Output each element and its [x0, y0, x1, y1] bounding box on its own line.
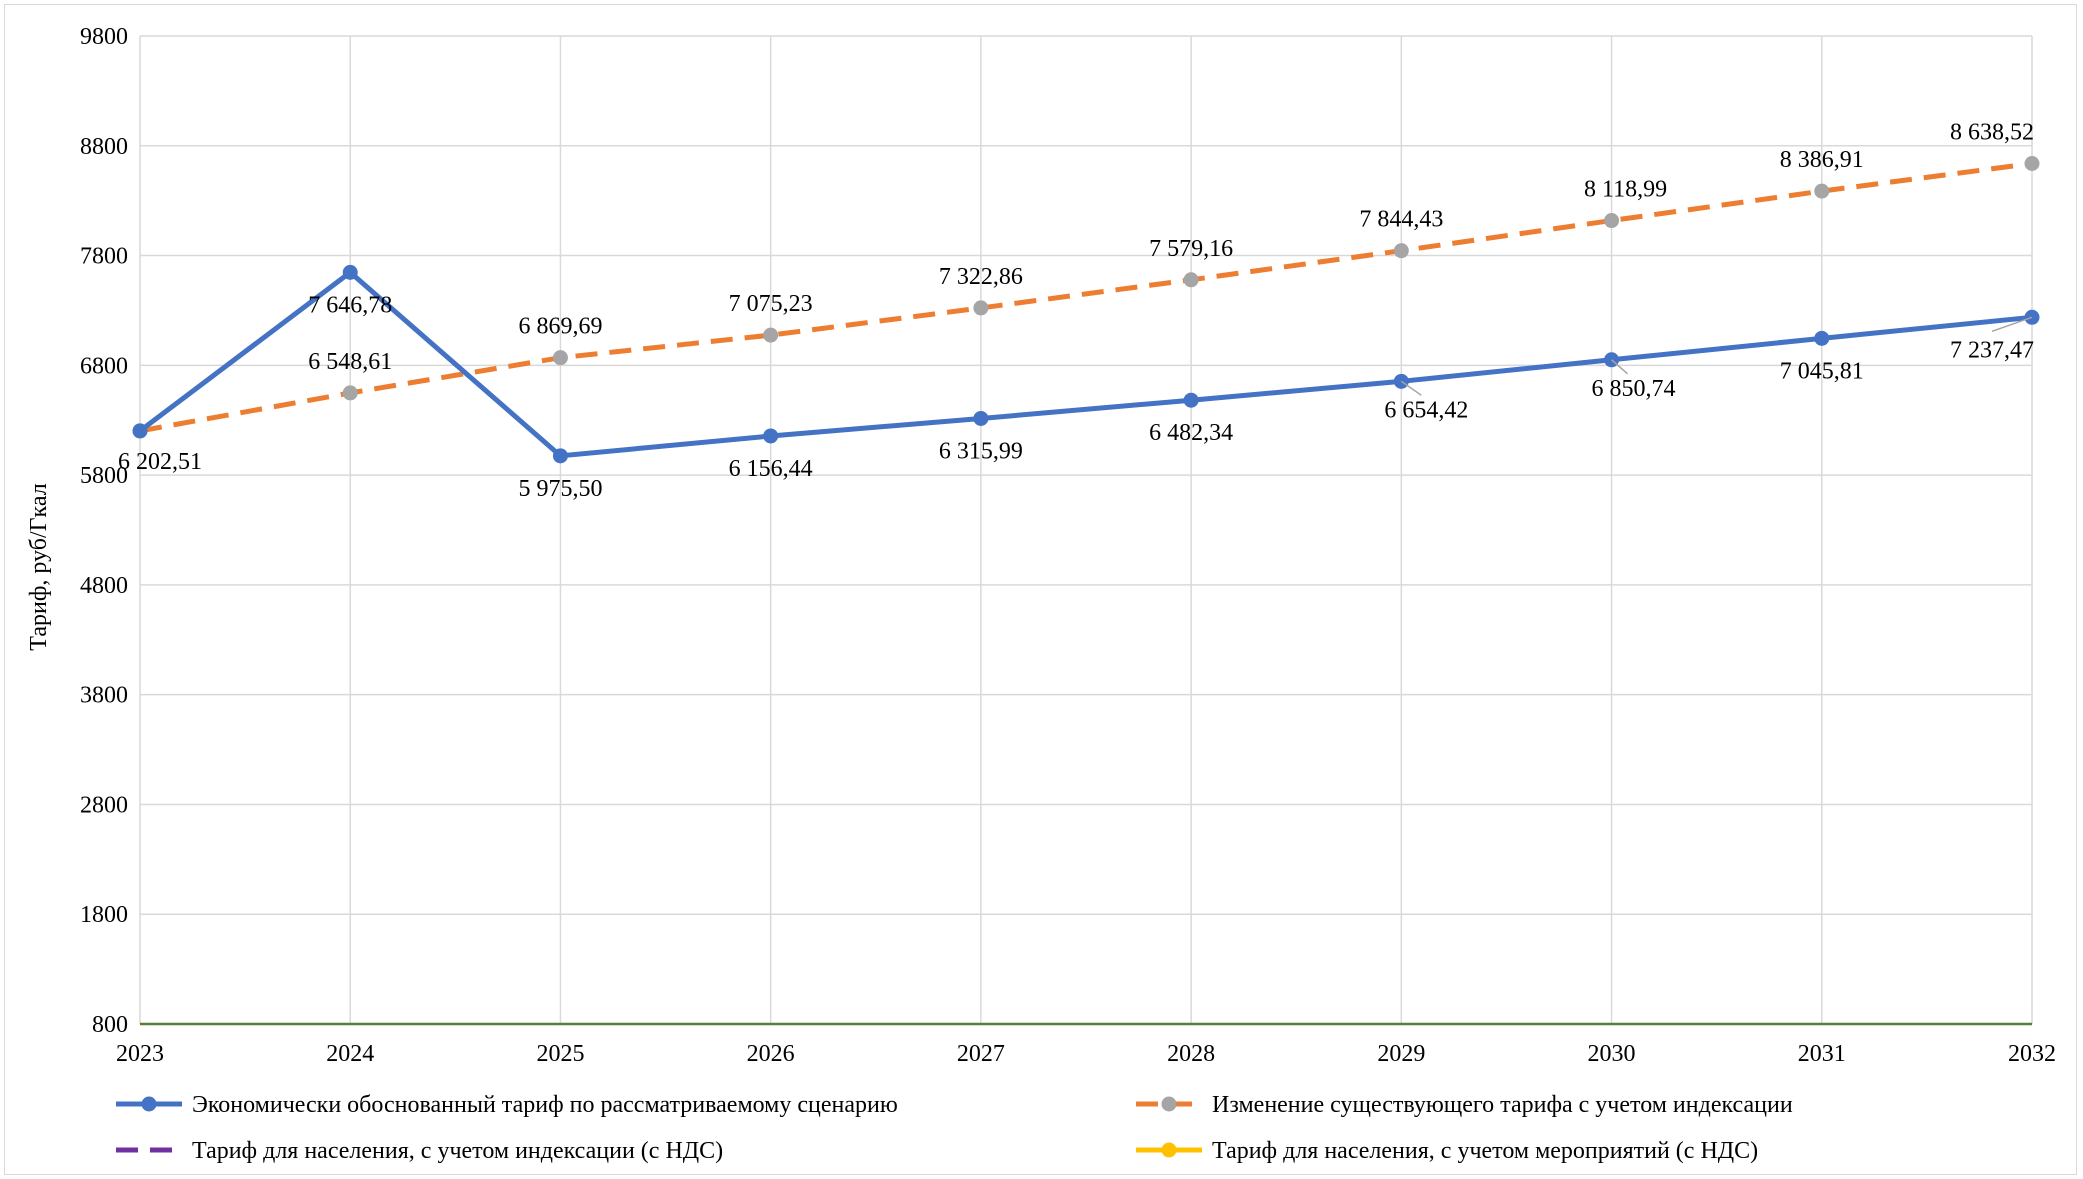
legend: Экономически обоснованный тариф по рассм… — [116, 1092, 1793, 1164]
data-label-existing-tariff: 7 844,43 — [1359, 207, 1443, 233]
legend-entry-label: Экономически обоснованный тариф по рассм… — [192, 1092, 898, 1118]
y-tick-label: 8800 — [80, 134, 128, 160]
legend-swatch-marker — [1161, 1142, 1177, 1158]
point-economic-tariff — [763, 428, 779, 444]
x-tick-label: 2029 — [1377, 1041, 1425, 1067]
y-tick-label: 6800 — [80, 353, 128, 379]
data-label-existing-tariff: 8 118,99 — [1584, 177, 1667, 203]
x-tick-label: 2032 — [2008, 1041, 2056, 1067]
gridlines — [139, 35, 2033, 1024]
x-tick-label: 2031 — [1798, 1041, 1846, 1067]
point-economic-tariff — [132, 423, 148, 439]
data-label-existing-tariff: 6 548,61 — [308, 349, 392, 375]
point-economic-tariff — [1183, 392, 1199, 408]
y-tick-label: 5800 — [80, 463, 128, 489]
point-economic-tariff — [552, 448, 568, 464]
data-label-economic-tariff: 6 850,74 — [1592, 376, 1676, 402]
data-label-economic-tariff: 7 045,81 — [1780, 358, 1864, 384]
data-label-economic-tariff: 7 646,78 — [308, 292, 392, 318]
point-existing-tariff — [342, 385, 358, 401]
x-tick-label: 2030 — [1588, 1041, 1636, 1067]
point-existing-tariff — [1393, 243, 1409, 259]
y-tick-label: 7800 — [80, 244, 128, 270]
data-label-economic-tariff: 6 315,99 — [939, 438, 1023, 464]
series-line-existing-tariff — [139, 161, 2033, 434]
x-tick-label: 2025 — [536, 1041, 584, 1067]
x-tick-label: 2026 — [747, 1041, 795, 1067]
axes: 800 1800 2800 3800 4800 5800 6800 7800 8800 9800 2… — [80, 24, 2056, 1067]
data-label-economic-tariff: 6 202,51 — [118, 449, 202, 475]
y-tick-label: 3800 — [80, 683, 128, 709]
point-economic-tariff — [973, 410, 989, 426]
y-tick-label: 1800 — [80, 902, 128, 928]
data-label-existing-tariff: 7 579,16 — [1149, 236, 1233, 262]
data-label-economic-tariff: 5 975,50 — [518, 476, 602, 502]
data-labels: 6 202,51 7 646,78 5 975,50 6 156,44 6 315,99… — [118, 120, 2034, 502]
data-label-existing-tariff: 7 322,86 — [939, 264, 1023, 290]
point-existing-tariff — [2024, 156, 2040, 172]
x-tick-label: 2024 — [326, 1041, 374, 1067]
point-economic-tariff — [342, 264, 358, 280]
data-label-existing-tariff: 6 869,69 — [518, 314, 602, 340]
point-economic-tariff — [1814, 330, 1830, 346]
point-existing-tariff — [763, 327, 779, 343]
data-label-economic-tariff: 6 654,42 — [1384, 397, 1468, 423]
y-axis-title: Тариф, руб/Гкал — [26, 483, 52, 650]
point-existing-tariff — [1814, 183, 1830, 199]
point-existing-tariff — [552, 350, 568, 366]
point-existing-tariff — [973, 300, 989, 316]
leader-line — [1991, 316, 2033, 333]
y-tick-label: 800 — [92, 1012, 128, 1038]
data-label-economic-tariff: 7 237,47 — [1950, 337, 2034, 363]
data-label-economic-tariff: 6 482,34 — [1149, 420, 1233, 446]
legend-entry-label: Тариф для населения, с учетом индексации… — [192, 1138, 723, 1164]
leader-line — [1400, 380, 1422, 396]
x-tick-label: 2023 — [116, 1041, 164, 1067]
data-label-economic-tariff: 6 156,44 — [729, 456, 813, 482]
y-tick-label: 9800 — [80, 24, 128, 50]
data-label-existing-tariff: 7 075,23 — [729, 291, 813, 317]
x-tick-label: 2028 — [1167, 1041, 1215, 1067]
y-tick-label: 2800 — [80, 792, 128, 818]
leader-line — [1611, 359, 1629, 375]
point-existing-tariff — [1183, 272, 1199, 288]
x-tick-label: 2027 — [957, 1041, 1005, 1067]
legend-swatch-marker — [1161, 1096, 1177, 1112]
data-label-existing-tariff: 8 386,91 — [1780, 147, 1864, 173]
legend-entry-label: Изменение существующего тарифа с учетом … — [1212, 1092, 1793, 1118]
legend-swatch-marker — [141, 1096, 157, 1112]
legend-entry-label: Тариф для населения, с учетом мероприяти… — [1212, 1138, 1758, 1164]
point-existing-tariff — [1604, 213, 1620, 229]
series-line-economic-tariff — [138, 269, 2033, 459]
series-lines — [132, 156, 2040, 464]
y-tick-label: 4800 — [80, 573, 128, 599]
data-label-existing-tariff: 8 638,52 — [1950, 120, 2034, 146]
